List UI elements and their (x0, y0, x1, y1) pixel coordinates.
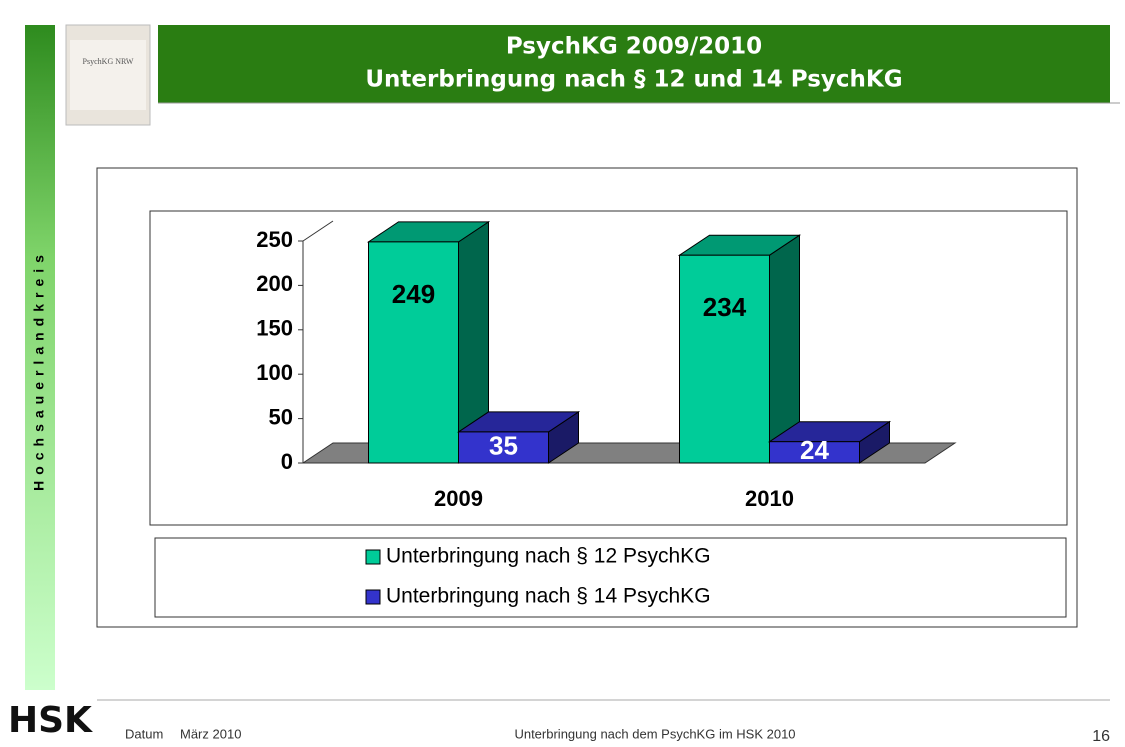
title: Unterbringung nach § 12 und 14 PsychKG (365, 67, 902, 93)
y-tick-label: 0 (281, 449, 293, 474)
legend-swatch (365, 549, 381, 565)
y-tick-label: 50 (269, 404, 293, 429)
x-tick-label: 2009 (434, 486, 483, 511)
book-title: PsychKG NRW (83, 57, 134, 66)
legend (154, 537, 1067, 618)
sidebar (25, 25, 55, 690)
legend-label: Unterbringung nach § 12 PsychKG (386, 545, 711, 568)
data-label: 249 (392, 279, 435, 309)
sidebar-text: Hochsauerlandkreis (31, 249, 47, 491)
y-tick-label: 150 (256, 316, 293, 341)
y-tick-label: 100 (256, 360, 293, 385)
y-tick-label: 250 (256, 227, 293, 252)
bar (679, 254, 770, 464)
bar (769, 441, 860, 464)
data-label: 35 (489, 430, 518, 460)
data-label: 234 (703, 292, 747, 322)
y-axis-back (302, 220, 334, 242)
x-tick-label: 2010 (745, 486, 794, 511)
logo: HSK (8, 700, 93, 741)
legend-label: Unterbringung nach § 14 PsychKG (386, 585, 711, 608)
title: PsychKG 2009/2010 (506, 34, 762, 60)
data-label: 24 (800, 435, 829, 465)
footer-text: Unterbringung nach dem PsychKG im HSK 20… (514, 726, 795, 741)
bar (458, 431, 549, 464)
book-cover (70, 40, 146, 110)
title-banner (158, 25, 1110, 103)
page-number: 16 (1092, 728, 1110, 745)
footer-label: Datum (125, 726, 163, 741)
footer-date: März 2010 (180, 726, 241, 741)
y-tick-label: 200 (256, 271, 293, 296)
bar (368, 241, 459, 464)
legend-swatch (365, 589, 381, 605)
